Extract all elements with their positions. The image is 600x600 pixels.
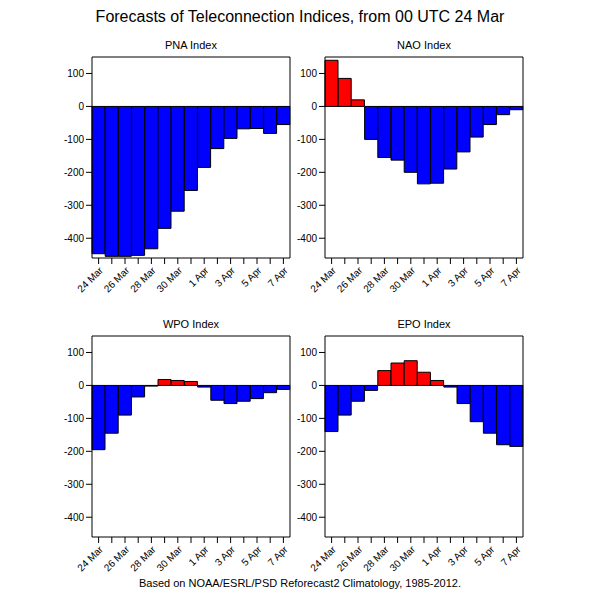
- svg-text:26 Mar: 26 Mar: [102, 264, 132, 294]
- svg-text:30 Mar: 30 Mar: [154, 543, 184, 573]
- svg-text:-100: -100: [64, 413, 84, 424]
- svg-text:5 Apr: 5 Apr: [472, 543, 497, 568]
- html-text:PNA Index: PNA Index: [165, 39, 217, 51]
- svg-text:1 Apr: 1 Apr: [186, 543, 211, 568]
- svg-text:24 Mar: 24 Mar: [75, 543, 105, 573]
- svg-text:26 Mar: 26 Mar: [335, 543, 365, 573]
- svg-text:-200: -200: [297, 167, 317, 178]
- svg-text:30 Mar: 30 Mar: [387, 264, 417, 294]
- svg-text:7 Apr: 7 Apr: [266, 543, 291, 568]
- svg-text:0: 0: [311, 101, 317, 112]
- svg-text:100: 100: [67, 68, 84, 79]
- svg-text:-300: -300: [297, 200, 317, 211]
- svg-text:26 Mar: 26 Mar: [102, 543, 132, 573]
- svg-text:-300: -300: [64, 200, 84, 211]
- svg-text:100: 100: [300, 68, 317, 79]
- svg-text:1 Apr: 1 Apr: [419, 264, 444, 289]
- svg-text:28 Mar: 28 Mar: [361, 543, 391, 573]
- svg-text:-400: -400: [297, 512, 317, 523]
- svg-text:0: 0: [78, 101, 84, 112]
- svg-text:3 Apr: 3 Apr: [446, 264, 471, 289]
- svg-text:100: 100: [300, 347, 317, 358]
- svg-text:1 Apr: 1 Apr: [186, 264, 211, 289]
- svg-text:-200: -200: [64, 167, 84, 178]
- svg-text:28 Mar: 28 Mar: [128, 264, 158, 294]
- svg-text:0: 0: [311, 380, 317, 391]
- svg-text:-400: -400: [64, 512, 84, 523]
- svg-text:7 Apr: 7 Apr: [499, 543, 524, 568]
- svg-text:24 Mar: 24 Mar: [308, 543, 338, 573]
- svg-text:5 Apr: 5 Apr: [239, 264, 264, 289]
- svg-text:-400: -400: [297, 233, 317, 244]
- svg-text:3 Apr: 3 Apr: [446, 543, 471, 568]
- svg-text:1 Apr: 1 Apr: [419, 543, 444, 568]
- svg-text:28 Mar: 28 Mar: [128, 543, 158, 573]
- svg-text:28 Mar: 28 Mar: [361, 264, 391, 294]
- svg-text:24 Mar: 24 Mar: [308, 264, 338, 294]
- svg-text:100: 100: [67, 347, 84, 358]
- html-text:NAO Index: NAO Index: [397, 39, 451, 51]
- svg-text:30 Mar: 30 Mar: [387, 543, 417, 573]
- html-text:Forecasts of Teleconnection In: Forecasts of Teleconnection Indices, fro…: [95, 8, 505, 25]
- html-text:EPO Index: EPO Index: [397, 318, 451, 330]
- svg-text:30 Mar: 30 Mar: [154, 264, 184, 294]
- html-text:Based on NOAA/ESRL/PSD Reforec: Based on NOAA/ESRL/PSD Reforecast2 Clima…: [139, 577, 461, 589]
- svg-text:-100: -100: [64, 134, 84, 145]
- svg-text:26 Mar: 26 Mar: [335, 264, 365, 294]
- html-text:WPO Index: WPO Index: [162, 318, 220, 330]
- svg-text:3 Apr: 3 Apr: [213, 264, 238, 289]
- svg-text:-400: -400: [64, 233, 84, 244]
- svg-text:5 Apr: 5 Apr: [472, 264, 497, 289]
- svg-text:0: 0: [78, 380, 84, 391]
- svg-text:-100: -100: [297, 134, 317, 145]
- svg-text:3 Apr: 3 Apr: [213, 543, 238, 568]
- svg-text:-300: -300: [297, 479, 317, 490]
- svg-text:7 Apr: 7 Apr: [266, 264, 291, 289]
- svg-text:7 Apr: 7 Apr: [499, 264, 524, 289]
- svg-text:5 Apr: 5 Apr: [239, 543, 264, 568]
- svg-text:24 Mar: 24 Mar: [75, 264, 105, 294]
- svg-text:-200: -200: [64, 446, 84, 457]
- svg-text:-100: -100: [297, 413, 317, 424]
- svg-text:-300: -300: [64, 479, 84, 490]
- svg-text:-200: -200: [297, 446, 317, 457]
